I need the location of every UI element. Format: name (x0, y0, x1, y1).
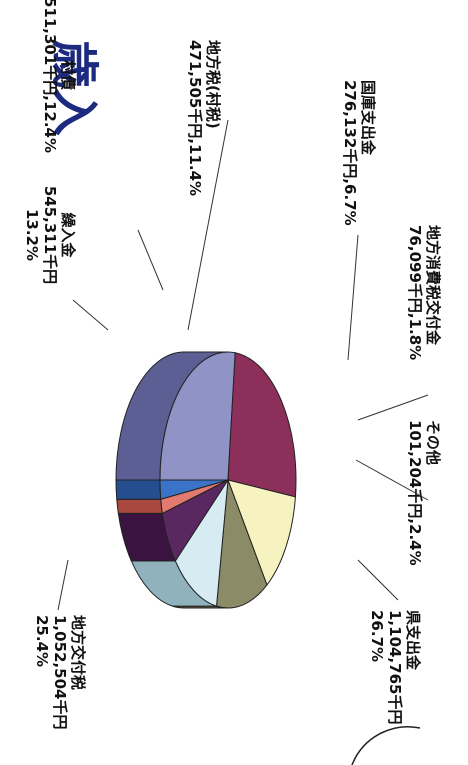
pie-slice-3 (215, 479, 268, 609)
slice-label-line: 276,132千円,6.7% (341, 80, 359, 226)
decorative-circle-arc (351, 726, 421, 765)
pie-slice-1 (227, 352, 297, 498)
slice-label-line: 511,301千円,12.4% (41, 0, 59, 153)
leader-line-4 (187, 119, 229, 331)
slice-label-line: 471,505千円,11.4% (186, 40, 204, 196)
pie-slice-7 (159, 479, 229, 500)
pie-slice-2 (227, 479, 296, 586)
leader-line-0 (357, 559, 399, 601)
pie-side-7-0 (115, 479, 162, 500)
slice-label-line: 地方交付税 (69, 615, 87, 690)
slice-label-line: 県支出金 (404, 610, 422, 671)
slice-label-line: 1,104,765千円 (386, 610, 404, 724)
slice-label-line: 1,052,504千円 (51, 615, 69, 729)
pie-side-6-0 (116, 498, 163, 514)
slice-label-1: 地方交付税1,052,504千円25.4% (33, 615, 87, 729)
slice-label-line: 地方消費税交付金 (424, 225, 442, 346)
slice-label-2: 繰入金545,311千円13.2% (23, 186, 77, 284)
slice-label-7: その他101,204千円,2.4% (406, 420, 442, 566)
label-group: 県支出金1,104,765千円26.7% 地方交付税1,052,504千円25.4… (23, 0, 442, 729)
leader-line-1 (57, 559, 69, 611)
slice-label-0: 県支出金1,104,765千円26.7% (368, 610, 422, 724)
pie-group (115, 351, 297, 609)
slice-label-6: 地方消費税交付金76,099千円,1.8% (406, 225, 442, 360)
leader-line-5 (347, 234, 359, 361)
leader-line-6 (357, 394, 429, 421)
slice-label-line: 地方税(村税) (204, 40, 222, 129)
slice-label-line: 国庫支出金 (359, 80, 377, 156)
slice-label-line: 545,311千円 (41, 186, 59, 284)
pie-slice-0 (159, 351, 236, 481)
slice-label-line: その他 (424, 420, 442, 465)
slice-label-3: 村債511,301千円,12.4% (41, 0, 77, 153)
slice-label-line: 25.4% (33, 615, 51, 667)
chart-title: 歳入 (46, 40, 102, 136)
slice-label-4: 地方税(村税)471,505千円,11.4% (186, 40, 222, 196)
slice-label-line: 26.7% (368, 610, 386, 662)
slice-label-5: 国庫支出金276,132千円,6.7% (341, 80, 377, 226)
slice-label-line: 76,099千円,1.8% (406, 225, 424, 360)
leader-line-7 (355, 459, 429, 501)
leader-line-3 (137, 229, 164, 291)
slice-label-line: 13.2% (23, 209, 41, 261)
pie-slice-4 (174, 479, 229, 607)
slice-label-line: 繰入金 (59, 212, 77, 258)
slice-label-line: 村債 (59, 60, 77, 90)
leader-line-2 (72, 299, 109, 331)
